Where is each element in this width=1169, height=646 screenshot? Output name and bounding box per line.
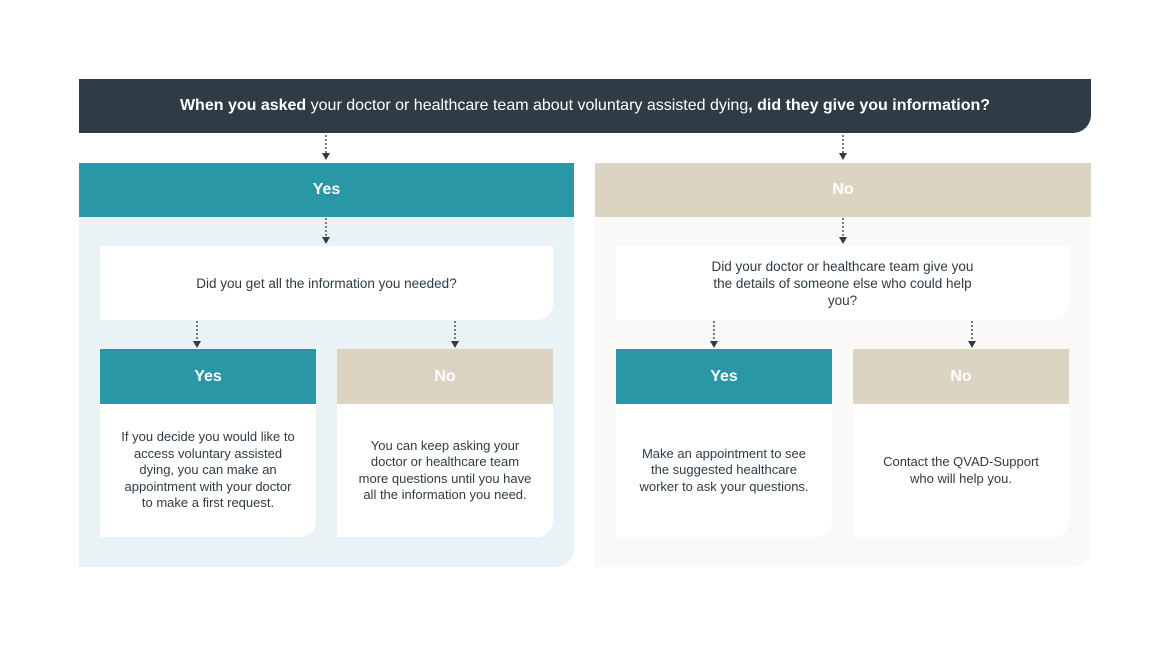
outcome-text-box: You can keep asking your doctor or healt… [337,404,553,537]
header-bold-start: When you asked [179,97,307,114]
outcome-text: Contact the QVAD-Support who will help y… [883,454,1039,486]
outcome-text-box: If you decide you would like to access v… [100,404,316,537]
sub-no-heading: No [853,349,1069,404]
no-branch-heading: No [595,163,1091,217]
dotted-arrow-down-icon [321,218,331,245]
dotted-arrow-down-icon [967,321,977,349]
dotted-arrow-down-icon [838,135,848,161]
dotted-arrow-down-icon [450,321,460,349]
sub-no-heading: No [337,349,553,404]
outcome-text: Make an appointment to see the suggested… [639,445,809,494]
outcome-text-box: Make an appointment to see the suggested… [616,404,832,537]
question-box-info-needed: Did you get all the information you need… [100,246,553,320]
sub-yes-heading: Yes [616,349,832,404]
dotted-arrow-down-icon [838,218,848,245]
outcome-text: If you decide you would like to access v… [121,429,295,511]
header-bold-end: , did they give you information? [748,97,991,114]
yes-branch-heading: Yes [79,163,574,217]
sub-yes-heading: Yes [100,349,316,404]
question-text: Did your doctor or healthcare team give … [711,258,974,308]
dotted-arrow-down-icon [192,321,202,349]
question-text: Did you get all the information you need… [196,275,457,291]
outcome-text-box: Contact the QVAD-Support who will help y… [853,404,1069,537]
main-question-header: When you asked your doctor or healthcare… [79,79,1091,133]
question-box-other-contact: Did your doctor or healthcare team give … [616,246,1069,320]
outcome-text: You can keep asking your doctor or healt… [358,437,532,503]
header-text: your doctor or healthcare team about vol… [306,97,749,114]
dotted-arrow-down-icon [321,135,331,161]
dotted-arrow-down-icon [709,321,719,349]
